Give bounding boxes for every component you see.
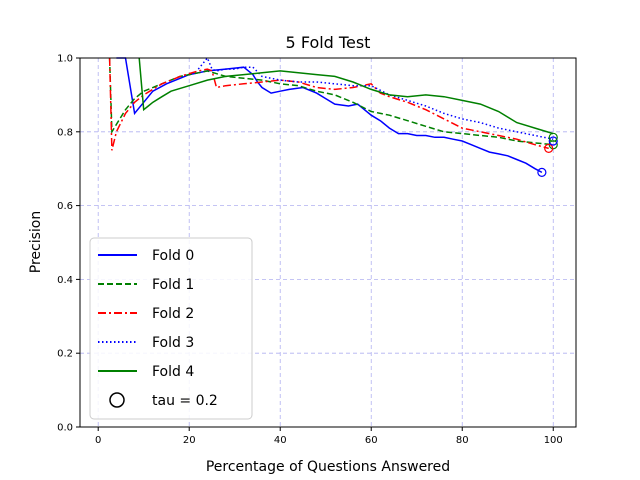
legend-label-0: Fold 0 [152, 248, 194, 264]
x-tick-label-4: 80 [456, 435, 469, 446]
legend-label-4: Fold 4 [152, 364, 194, 380]
legend-marker-5 [109, 392, 125, 408]
ticks: 0 20 40 60 80 100 0.0 0.2 0.4 0.6 0.8 1.0 [57, 54, 563, 447]
y-tick-label-2: 0.4 [57, 275, 73, 286]
y-tick-label-1: 0.2 [57, 349, 73, 360]
tau-marker-fold-0 [537, 167, 547, 177]
y-tick-label-0: 0.0 [57, 423, 73, 434]
tau-marker-fold-3 [548, 136, 558, 146]
y-tick-label-3: 0.6 [57, 201, 73, 212]
y-tick-label-4: 0.8 [57, 127, 73, 138]
legend-label-5: tau = 0.2 [152, 393, 218, 409]
y-tick-label-5: 1.0 [57, 54, 73, 65]
legend-box [89, 237, 253, 420]
legend: Fold 0 Fold 1 Fold 2 Fold 3 Fold 4 tau = 0.2 [89, 237, 253, 420]
series-line-fold-0 [116, 57, 543, 174]
series-line-fold-3 [197, 56, 554, 140]
series-line-fold-4 [138, 57, 554, 135]
y-axis-label: Precision [28, 211, 44, 273]
x-tick-label-2: 40 [274, 435, 287, 446]
x-tick-label-0: 0 [95, 435, 101, 446]
x-tick-label-3: 60 [365, 435, 378, 446]
legend-label-2: Fold 2 [152, 306, 194, 322]
tau-marker-fold-2 [544, 143, 554, 154]
axes-frame [79, 57, 577, 428]
chart-title: 5 Fold Test [286, 33, 371, 52]
series-line-fold-1 [108, 57, 554, 146]
x-tick-label-1: 20 [183, 435, 196, 446]
tau-marker-fold-4 [548, 132, 558, 142]
legend-label-1: Fold 1 [152, 277, 194, 293]
plot-lines [108, 56, 554, 174]
x-tick-label-5: 100 [544, 435, 563, 446]
x-axis-label: Percentage of Questions Answered [206, 459, 450, 475]
legend-label-3: Fold 3 [152, 335, 194, 351]
plot-markers [537, 132, 558, 177]
